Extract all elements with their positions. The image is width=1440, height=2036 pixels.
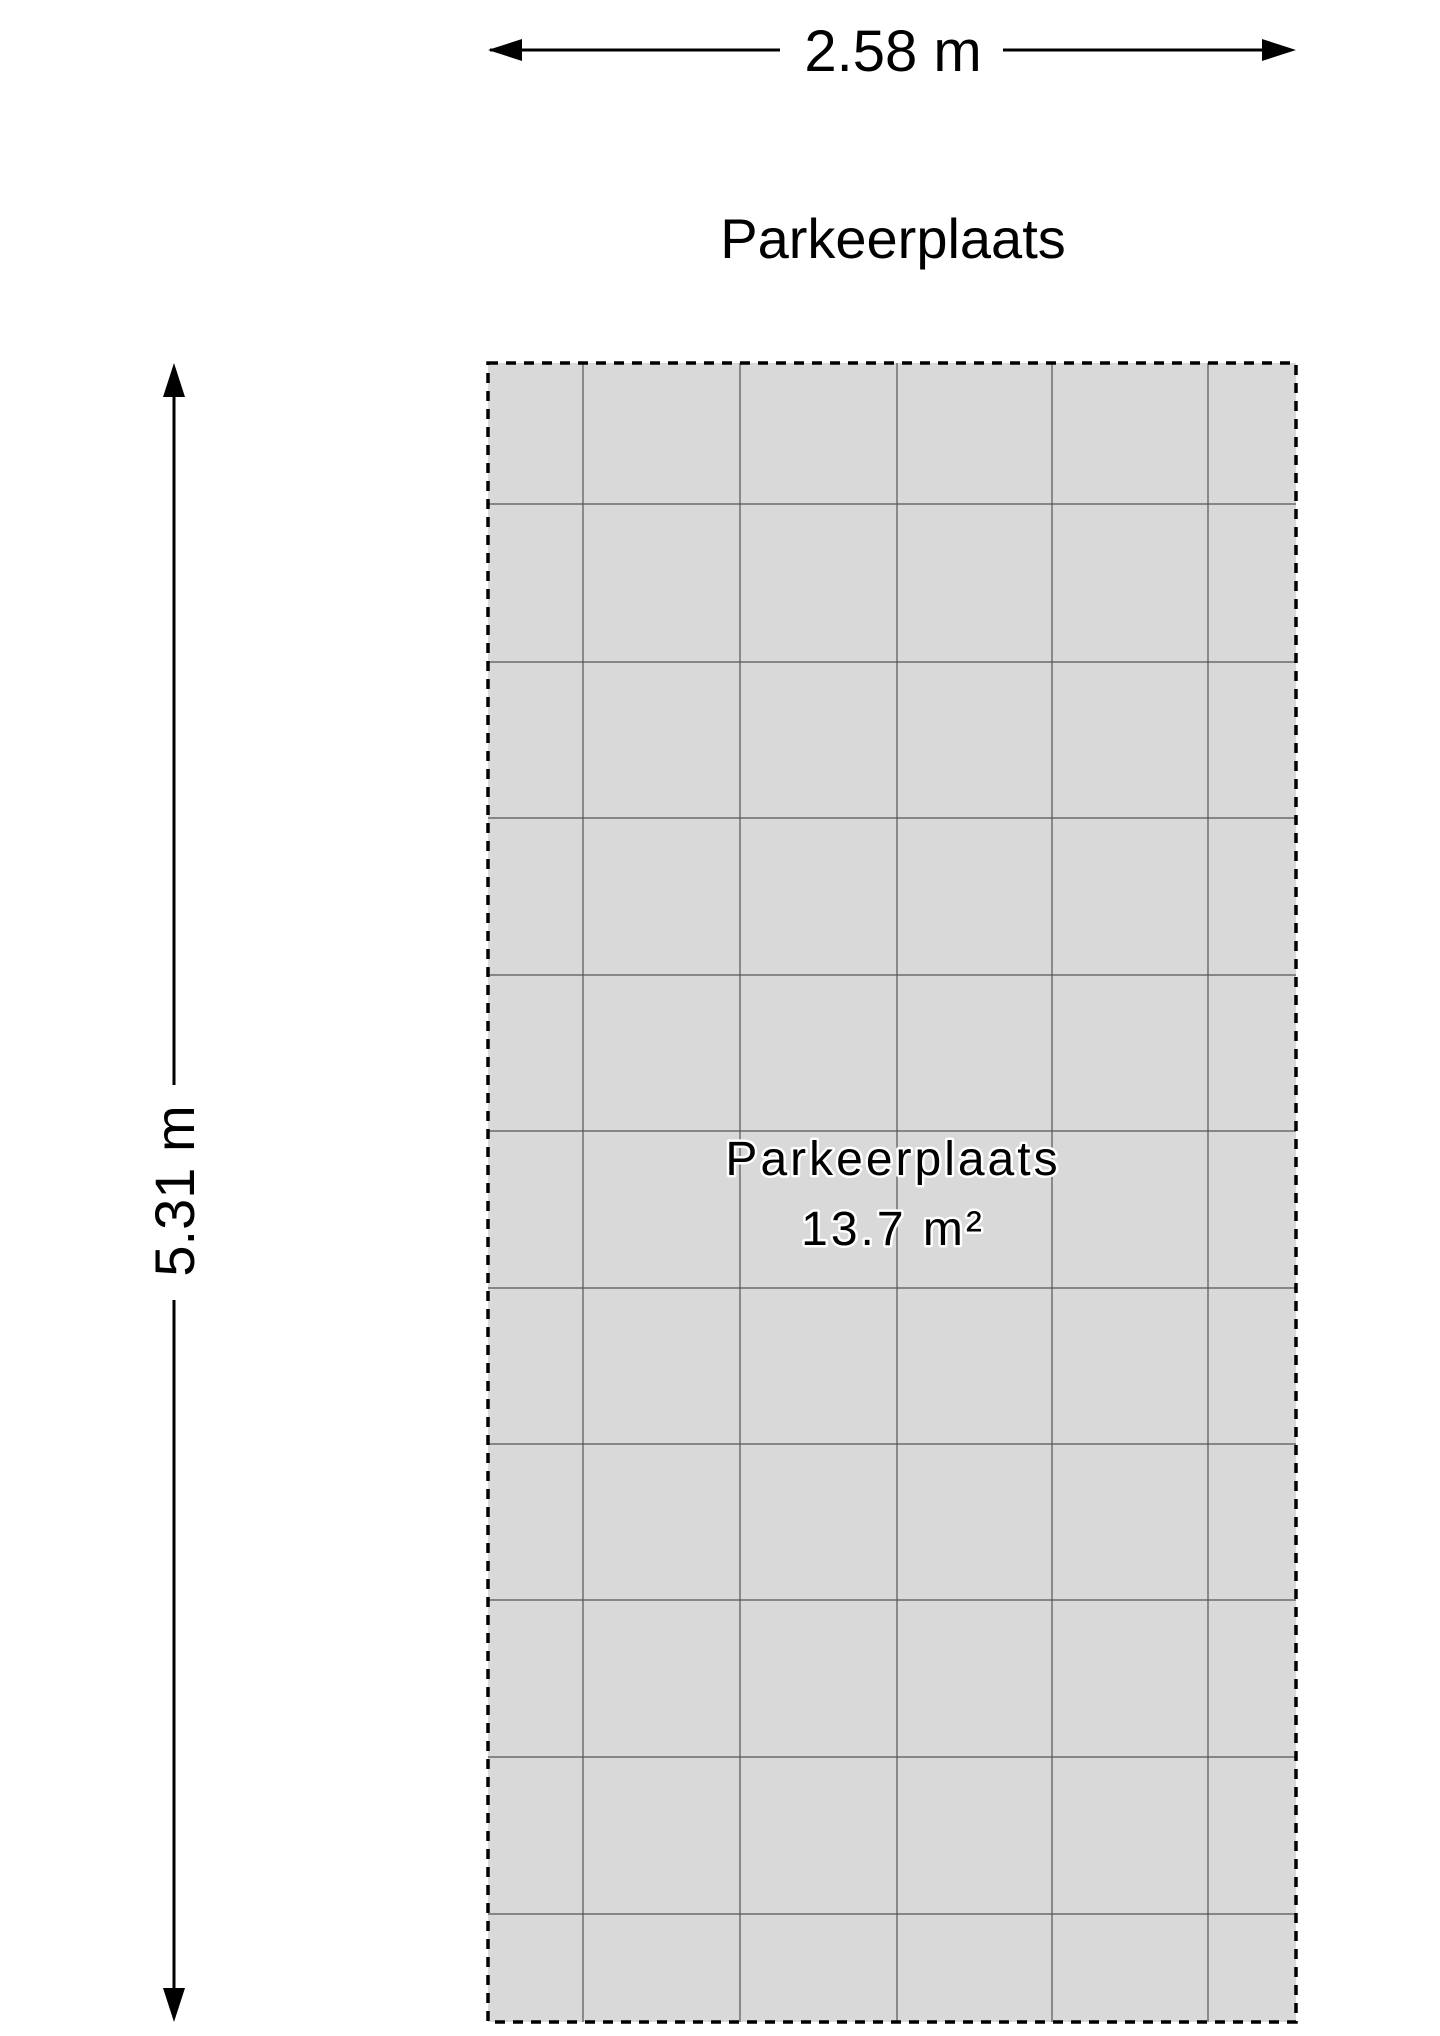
width-label: 2.58 m — [804, 19, 981, 84]
floor-grid — [488, 363, 1296, 2022]
room-parkeerplaats: Parkeerplaats 13.7 m² — [486, 361, 1298, 2024]
room-area-label: 13.7 m² — [801, 1203, 985, 1256]
height-label: 5.31 m — [143, 1105, 206, 1276]
room-floor — [488, 363, 1296, 2022]
arrow-left-icon — [488, 39, 522, 61]
room-name-label: Parkeerplaats — [725, 1133, 1060, 1186]
arrow-up-icon — [163, 363, 185, 397]
arrow-right-icon — [1262, 39, 1296, 61]
width-dimension: 2.58 m — [488, 19, 1296, 84]
room-outline — [486, 361, 1298, 2024]
arrow-down-icon — [163, 1988, 185, 2022]
room-title: Parkeerplaats — [720, 207, 1066, 270]
height-dimension: 5.31 m — [143, 363, 206, 2022]
